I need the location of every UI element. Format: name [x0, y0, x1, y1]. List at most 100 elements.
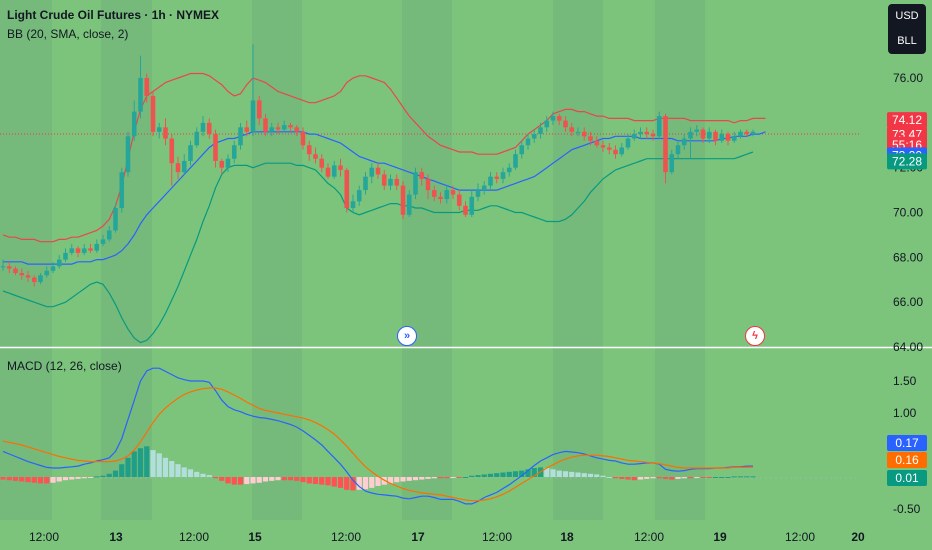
lightning-icon[interactable]: ϟ	[745, 326, 765, 346]
histogram-bar	[12, 477, 19, 481]
candle	[600, 140, 606, 152]
candle	[144, 73, 150, 103]
candle	[738, 129, 743, 139]
candle-body	[106, 230, 112, 240]
histogram-bar	[256, 477, 262, 483]
candle-body	[113, 208, 118, 231]
histogram-bar	[431, 477, 437, 479]
bb-indicator-label[interactable]: BB (20, SMA, close, 2)	[7, 27, 129, 41]
time-tick-label: 15	[248, 530, 262, 544]
histogram-bar	[706, 477, 712, 478]
candle	[406, 190, 412, 218]
candle	[381, 169, 387, 191]
candle-body	[200, 122, 206, 132]
macd-badge-bg	[887, 435, 927, 451]
candle-body	[513, 154, 518, 168]
candle	[625, 134, 631, 150]
candle	[263, 113, 268, 137]
candle-body	[313, 154, 318, 159]
currency-label[interactable]: USD	[895, 10, 919, 22]
candle-body	[406, 194, 412, 215]
histogram-bar	[681, 477, 687, 479]
candle	[94, 239, 100, 253]
candle	[638, 127, 643, 139]
histogram-bar	[300, 477, 306, 483]
candle	[713, 129, 718, 146]
histogram-bar	[206, 475, 212, 477]
candle-body	[731, 136, 737, 141]
macd-indicator-label[interactable]: MACD (12, 26, close)	[7, 359, 122, 373]
time-axis[interactable]: 12:00 13 12:00 15 12:00 17 12:00 18 12:00 19 12:00…	[29, 530, 865, 544]
session-band	[101, 0, 152, 520]
candle-body	[519, 145, 525, 155]
currency-unit-selector[interactable]: USD BLL	[888, 4, 926, 54]
histogram-bar	[0, 477, 6, 480]
candle	[125, 131, 131, 177]
candle-body	[206, 122, 212, 135]
unit-label[interactable]: BLL	[897, 35, 917, 47]
candle-body	[338, 165, 343, 170]
candle	[569, 122, 575, 137]
histogram-bar	[187, 469, 194, 477]
histogram-bar	[19, 477, 25, 482]
candle-body	[388, 178, 393, 186]
candle-body	[250, 100, 256, 132]
macd-badge: 0.01	[887, 470, 927, 486]
candle-body	[738, 131, 743, 137]
candle	[331, 160, 337, 179]
candle	[225, 154, 231, 173]
macd-badge-bg	[887, 452, 927, 468]
candle-body	[350, 201, 356, 209]
candle-body	[506, 167, 512, 173]
histogram-bar	[425, 477, 431, 479]
histogram-bar	[387, 477, 394, 484]
histogram-bar	[694, 477, 700, 478]
time-tick-label: 12:00	[634, 530, 664, 544]
candle	[594, 136, 600, 148]
candle-body	[213, 134, 218, 161]
candle-body	[69, 248, 75, 253]
symbol-title[interactable]: Light Crude Oil Futures · 1h · NYMEX	[7, 8, 220, 22]
candle-series[interactable]	[0, 44, 756, 287]
candle-body	[750, 131, 756, 135]
candle-body	[588, 136, 593, 141]
fast-forward-icon[interactable]: »	[397, 326, 417, 346]
histogram-bar	[737, 476, 744, 478]
histogram-bar	[506, 471, 512, 477]
candle-body	[619, 147, 625, 155]
histogram-bar	[412, 477, 419, 481]
candle	[300, 127, 306, 150]
time-tick-label: 12:00	[482, 530, 512, 544]
candle-body	[0, 266, 6, 268]
macd-tick-label: 1.00	[893, 406, 917, 420]
candle	[531, 129, 537, 144]
macd-histogram[interactable]	[0, 446, 756, 491]
histogram-bar	[419, 477, 425, 480]
candle	[450, 185, 456, 200]
candle	[506, 163, 512, 177]
histogram-bar	[319, 477, 325, 485]
candle-body	[681, 138, 687, 146]
candle-body	[563, 120, 568, 128]
histogram-bar	[350, 477, 356, 491]
candle-body	[456, 194, 462, 206]
candle	[38, 273, 43, 285]
candle-body	[275, 127, 281, 130]
histogram-bar	[525, 469, 531, 477]
candle-body	[475, 190, 481, 197]
candle-body	[119, 172, 125, 209]
candle-body	[669, 154, 675, 173]
histogram-bar	[462, 477, 469, 478]
candle-body	[725, 134, 731, 141]
histogram-bar	[144, 446, 150, 477]
candle	[519, 140, 525, 159]
candle	[256, 95, 262, 126]
histogram-bar	[137, 448, 144, 477]
candle	[681, 134, 687, 150]
histogram-bar	[669, 477, 675, 480]
candle	[181, 154, 187, 175]
candle	[113, 203, 118, 233]
candle-body	[394, 178, 400, 186]
candle-body	[650, 134, 656, 137]
